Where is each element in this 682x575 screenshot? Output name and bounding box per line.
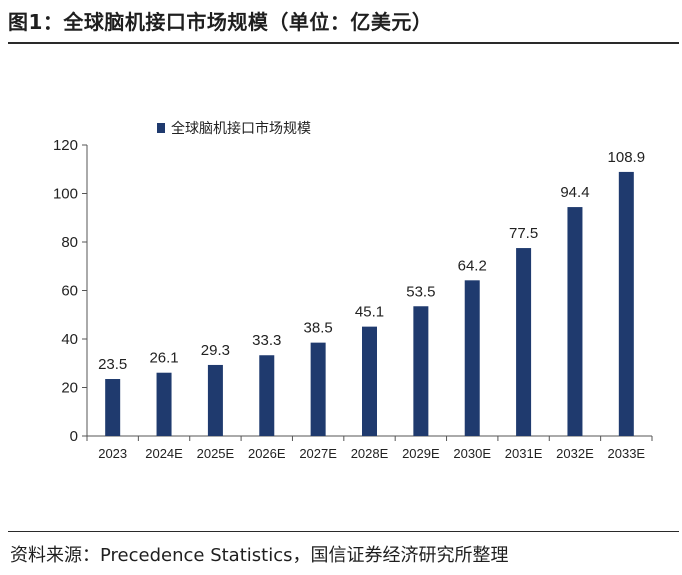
x-tick-label: 2025E [197, 446, 235, 461]
data-label: 108.9 [608, 149, 646, 166]
data-label: 45.1 [355, 304, 384, 321]
data-label: 29.3 [201, 342, 230, 359]
x-tick-labels: 2023 2024E 2025E 2026E 2027E 2028E 2029E 2030E 2… [98, 446, 645, 461]
x-tick-label: 2032E [556, 446, 594, 461]
x-tick-label: 2027E [299, 446, 337, 461]
data-label: 64.2 [458, 257, 487, 274]
data-label: 94.4 [560, 184, 589, 201]
x-tick-label: 2030E [453, 446, 491, 461]
bar-series [105, 171, 634, 437]
bar [105, 379, 121, 436]
value-labels: 23.5 26.1 29.3 33.3 38.5 45.1 53.5 64.2 77.5 94.4… [98, 149, 645, 373]
data-label: 26.1 [149, 350, 178, 367]
bottom-rule [8, 531, 679, 532]
bar [464, 280, 480, 436]
y-tick-label: 20 [61, 380, 78, 397]
x-tick-label: 2023 [98, 446, 127, 461]
bar [618, 171, 634, 437]
top-rule [8, 42, 679, 44]
x-tick-label: 2026E [248, 446, 286, 461]
figure-source: 资料来源：Precedence Statistics，国信证券经济研究所整理 [10, 545, 509, 566]
bar [516, 248, 532, 436]
figure-title: 图1：全球脑机接口市场规模（单位：亿美元） [8, 10, 433, 34]
x-tick-label: 2028E [351, 446, 389, 461]
x-tick-label: 2031E [505, 446, 543, 461]
chart-legend: 全球脑机接口市场规模 [157, 120, 311, 136]
bar [259, 355, 275, 436]
data-label: 23.5 [98, 356, 127, 373]
y-tick-label: 100 [53, 186, 78, 203]
x-tick-label: 2024E [145, 446, 183, 461]
x-tick-label: 2029E [402, 446, 440, 461]
data-label: 53.5 [406, 283, 435, 300]
legend-swatch [157, 123, 165, 133]
y-tick-label: 80 [61, 234, 78, 251]
y-tick-label: 120 [53, 137, 78, 154]
data-label: 38.5 [304, 320, 333, 337]
bar [207, 364, 223, 436]
x-tick-label: 2033E [608, 446, 646, 461]
data-label: 33.3 [252, 332, 281, 349]
bar [156, 372, 172, 436]
legend-label: 全球脑机接口市场规模 [171, 120, 311, 136]
bar [310, 342, 326, 436]
y-tick-label: 0 [70, 428, 78, 445]
bar [567, 207, 583, 436]
bar [413, 306, 429, 436]
data-label: 77.5 [509, 225, 538, 242]
y-tick-label: 40 [61, 331, 78, 348]
y-tick-label: 60 [61, 283, 78, 300]
y-tick-labels: 0 20 40 60 80 100 120 [53, 137, 78, 445]
bar [362, 326, 377, 436]
